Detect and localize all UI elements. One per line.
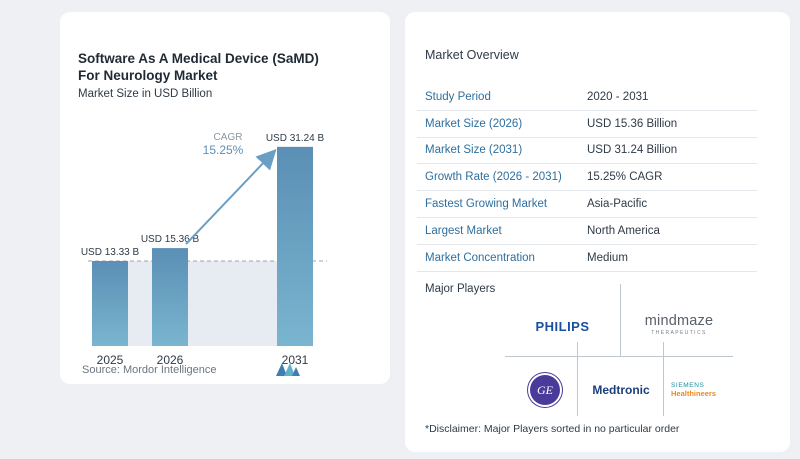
overview-card: Market Overview Study Period 2020 - 2031… [405,12,790,452]
overview-value: 2020 - 2031 [587,90,649,103]
overview-label: Largest Market [425,224,502,237]
ge-logo-text: GE [530,375,560,405]
philips-logo: PHILIPS [505,306,620,346]
overview-row: Market Size (2026) USD 15.36 Billion [417,111,757,138]
siemens-logo-subtext: Healthineers [671,389,717,398]
x-tick-2025: 2025 [97,353,124,367]
divider [505,356,733,357]
divider [577,342,578,416]
data-label-2026: USD 15.36 B [141,234,200,245]
cagr-label: CAGR [214,132,243,143]
overview-row: Market Concentration Medium [417,245,757,272]
mindmaze-logo-text: mindmaze [644,312,714,329]
data-label-2031: USD 31.24 B [266,133,325,144]
overview-row: Market Size (2031) USD 31.24 Billion [417,138,757,165]
divider [663,342,664,416]
overview-value: Medium [587,251,628,264]
mindmaze-logo: mindmaze THERAPEUTICS [625,302,733,346]
divider [620,284,621,356]
overview-value: USD 15.36 Billion [587,117,678,130]
overview-label: Study Period [425,90,491,103]
x-tick-2031: 2031 [282,353,309,367]
data-label-2025: USD 13.33 B [81,247,140,258]
overview-value: Asia-Pacific [587,198,648,211]
overview-value: 15.25% CAGR [587,171,663,184]
bar-chart: USD 13.33 B 2025 USD 15.36 B 2026 USD 31.24 … [81,132,327,367]
overview-row: Fastest Growing Market Asia-Pacific [417,191,757,218]
overview-label: Market Size (2031) [425,144,523,157]
disclaimer-text: *Disclaimer: Major Players sorted in no … [425,423,680,435]
baseline-shade [92,261,313,346]
bar-2031 [277,146,313,346]
chart-title-line-1: Software As A Medical Device (SaMD) [78,51,319,66]
cagr-value: 15.25% [203,143,244,157]
overview-label: Growth Rate (2026 - 2031) [425,171,562,184]
overview-table: Study Period 2020 - 2031 Market Size (20… [417,84,757,272]
medtronic-logo: Medtronic [579,372,663,408]
overview-value: USD 31.24 Billion [587,144,678,157]
siemens-logo: SIEMENS Healthineers [665,372,733,408]
major-players-grid: PHILIPS mindmaze THERAPEUTICS GE Medtron… [505,284,733,416]
bar-2026 [152,248,188,346]
source-text: Source: Mordor Intelligence [82,364,217,376]
mordor-logo-icon [276,363,300,376]
siemens-logo-text: SIEMENS [671,382,705,389]
overview-value: North America [587,224,660,237]
overview-label: Fastest Growing Market [425,198,548,211]
chart-title-line-2: For Neurology Market [78,68,218,83]
mindmaze-logo-subtext: THERAPEUTICS [651,329,707,336]
overview-row: Growth Rate (2026 - 2031) 15.25% CAGR [417,164,757,192]
market-overview-title: Market Overview [425,48,519,62]
overview-row: Study Period 2020 - 2031 [417,84,757,111]
chart-subtitle: Market Size in USD Billion [78,88,213,100]
overview-row: Largest Market North America [417,218,757,245]
overview-label: Market Concentration [425,251,535,264]
overview-label: Market Size (2026) [425,117,523,130]
x-tick-2026: 2026 [157,353,184,367]
philips-logo-text: PHILIPS [535,318,590,334]
cagr-arrow [185,149,277,245]
chart-card: Software As A Medical Device (SaMD) For … [60,12,390,384]
ge-logo: GE [525,372,565,408]
major-players-title: Major Players [425,283,496,295]
chart-title: Software As A Medical Device (SaMD) For … [78,50,368,84]
bar-2025 [92,261,128,346]
medtronic-logo-text: Medtronic [592,383,650,397]
